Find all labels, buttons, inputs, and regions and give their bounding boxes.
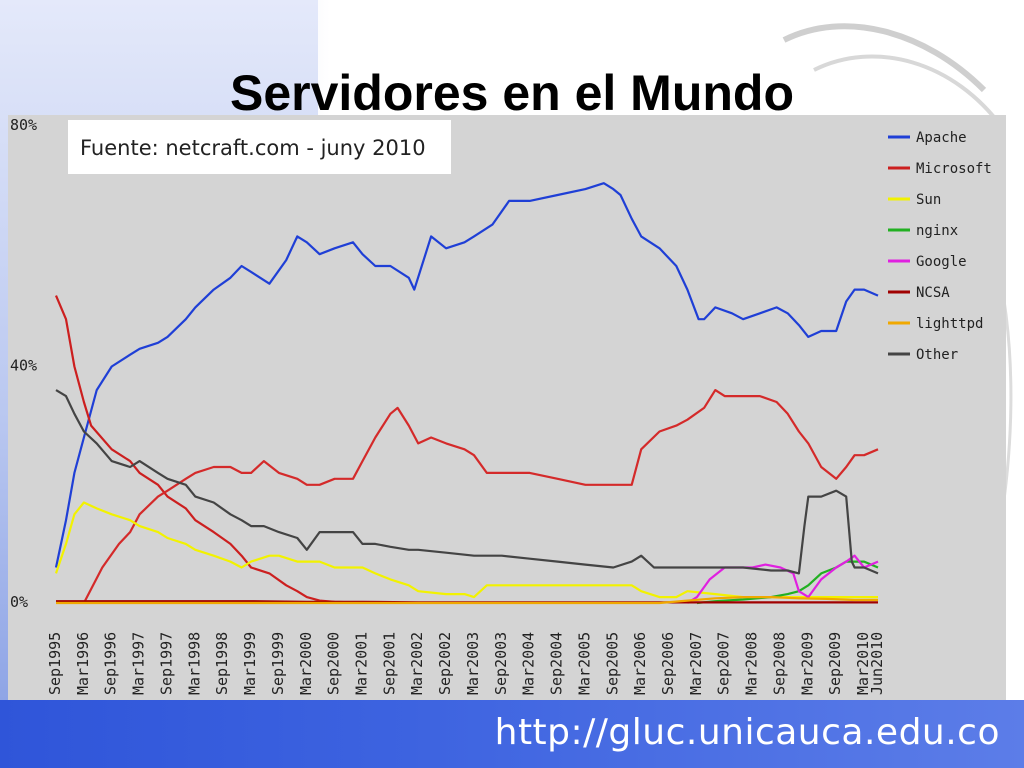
series-line-nginx xyxy=(696,560,879,605)
x-tick-label: Sep2002 xyxy=(436,632,454,695)
y-tick-label: 0% xyxy=(10,593,28,611)
legend-label: lighttpd xyxy=(916,316,983,332)
x-tick-label: Mar2005 xyxy=(575,632,593,695)
x-tick-label: Mar1997 xyxy=(130,632,148,695)
x-tick-label: Mar1996 xyxy=(74,632,92,695)
legend-label: NCSA xyxy=(916,285,950,301)
x-tick-label: Sep2000 xyxy=(325,632,343,695)
x-tick-label: Mar2006 xyxy=(631,632,649,695)
x-tick-label: Sep2009 xyxy=(826,632,844,695)
series-lines xyxy=(54,182,879,605)
series-line-microsoft-current- xyxy=(82,389,879,604)
series-line-google xyxy=(686,554,879,604)
legend-label: Sun xyxy=(916,192,941,208)
legend-label: Microsoft xyxy=(916,161,992,177)
y-tick-label: 40% xyxy=(10,357,37,375)
x-tick-label: Mar2008 xyxy=(743,632,761,695)
x-tick-label: Sep2003 xyxy=(492,632,510,695)
x-tick-label: Sep1998 xyxy=(213,632,231,695)
x-tick-label: Mar1998 xyxy=(185,632,203,695)
x-tick-label: Sep2006 xyxy=(659,632,677,695)
x-tick-label: Mar2002 xyxy=(408,632,426,695)
x-tick-label: Sep1995 xyxy=(46,632,64,695)
footer-url[interactable]: http://gluc.unicauca.edu.co xyxy=(494,712,1000,753)
source-note: Fuente: netcraft.com - juny 2010 xyxy=(68,120,451,174)
x-tick-label: Sep1997 xyxy=(157,632,175,695)
series-line-sun xyxy=(54,501,878,599)
source-note-text: Fuente: netcraft.com - juny 2010 xyxy=(80,136,426,160)
y-axis: 80% 40% 0% xyxy=(10,116,37,611)
legend-label: Other xyxy=(916,347,958,363)
y-tick-label: 80% xyxy=(10,116,37,134)
legend-label: Apache xyxy=(916,130,967,146)
source-note-box xyxy=(68,120,451,174)
legend-label: Google xyxy=(916,254,967,270)
footer-bar xyxy=(0,700,1024,768)
series-line-lighttpd xyxy=(56,596,878,605)
x-tick-label: Sep2008 xyxy=(770,632,788,695)
x-tick-label: Mar2007 xyxy=(687,632,705,695)
x-tick-label: Sep1999 xyxy=(269,632,287,695)
x-tick-label: Mar2010 xyxy=(854,632,872,695)
legend-label: nginx xyxy=(916,223,958,239)
series-line-other xyxy=(55,389,879,575)
series-line-apache xyxy=(54,182,879,568)
x-axis: Sep1995 Mar1996 Sep1996 Mar1997 Sep1997 Mar19… xyxy=(46,632,886,695)
x-tick-label: Sep2004 xyxy=(548,632,566,695)
x-tick-label: Mar2009 xyxy=(798,632,816,695)
server-share-chart: 80%40%0% Sep1995 Mar1996 Sep1996 Mar1997 Sep… xyxy=(8,115,1006,700)
x-tick-label: Mar2003 xyxy=(464,632,482,695)
x-tick-label: Jun2010 xyxy=(868,632,886,695)
x-tick-label: Sep2007 xyxy=(715,632,733,695)
legend: Apache Microsoft Sun nginx Google NCSA lighttp… xyxy=(888,130,992,363)
x-tick-label: Mar1999 xyxy=(241,632,259,695)
slide-title: Servidores en el Mundo xyxy=(229,65,794,121)
x-tick-label: Sep2001 xyxy=(380,632,398,695)
series-line-microsoft xyxy=(54,295,354,604)
x-tick-label: Mar2001 xyxy=(353,632,371,695)
x-tick-label: Sep1996 xyxy=(102,632,120,695)
x-tick-label: Mar2000 xyxy=(297,632,315,695)
x-tick-label: Mar2004 xyxy=(520,632,538,695)
x-tick-label: Sep2005 xyxy=(603,632,621,695)
chart-container: 80% 40% 0% Sep1995 Mar1996 Sep1996 Mar1997 Sep… xyxy=(8,115,1006,700)
